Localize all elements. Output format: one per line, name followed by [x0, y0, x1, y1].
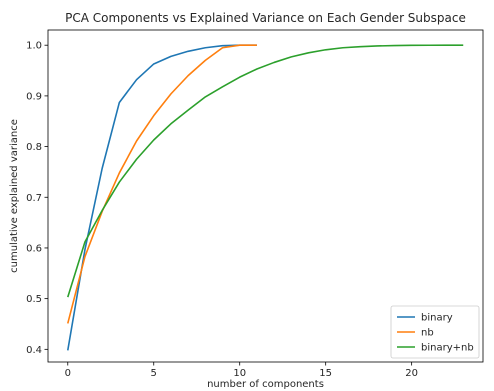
plot-frame: [47, 29, 484, 363]
y-axis-label: cumulative explained variance: [9, 119, 20, 273]
x-tick-label: 15: [319, 368, 332, 379]
x-tick-label: 5: [151, 368, 157, 379]
legend-label: binary: [421, 313, 453, 324]
plot-area: 0 5 10 15 20 0.4 0.5 0.6 0.7 0.8 0.9 1.0: [26, 29, 484, 379]
x-axis-label: number of components: [207, 379, 324, 390]
series-line-2: [67, 44, 464, 298]
x-tick-label: 0: [65, 368, 71, 379]
y-tick-label: 0.9: [26, 91, 42, 102]
legend-box: [390, 305, 480, 359]
y-tick-label: 1.0: [26, 41, 42, 52]
x-tick-label: 20: [405, 368, 418, 379]
y-tick-label: 0.4: [26, 345, 42, 356]
series-line-1: [66, 44, 257, 324]
y-tick-label: 0.6: [26, 243, 42, 254]
chart-title: PCA Components vs Explained Variance on …: [65, 11, 466, 25]
y-tick-label: 0.7: [26, 193, 42, 204]
series-line-0: [66, 44, 257, 351]
y-tick-label: 0.8: [26, 142, 42, 153]
legend-label: nb: [421, 328, 434, 339]
legend: binary nb binary+nb: [390, 305, 480, 359]
x-tick-label: 10: [233, 368, 246, 379]
legend-label: binary+nb: [421, 343, 474, 354]
y-tick-label: 0.5: [26, 294, 42, 305]
